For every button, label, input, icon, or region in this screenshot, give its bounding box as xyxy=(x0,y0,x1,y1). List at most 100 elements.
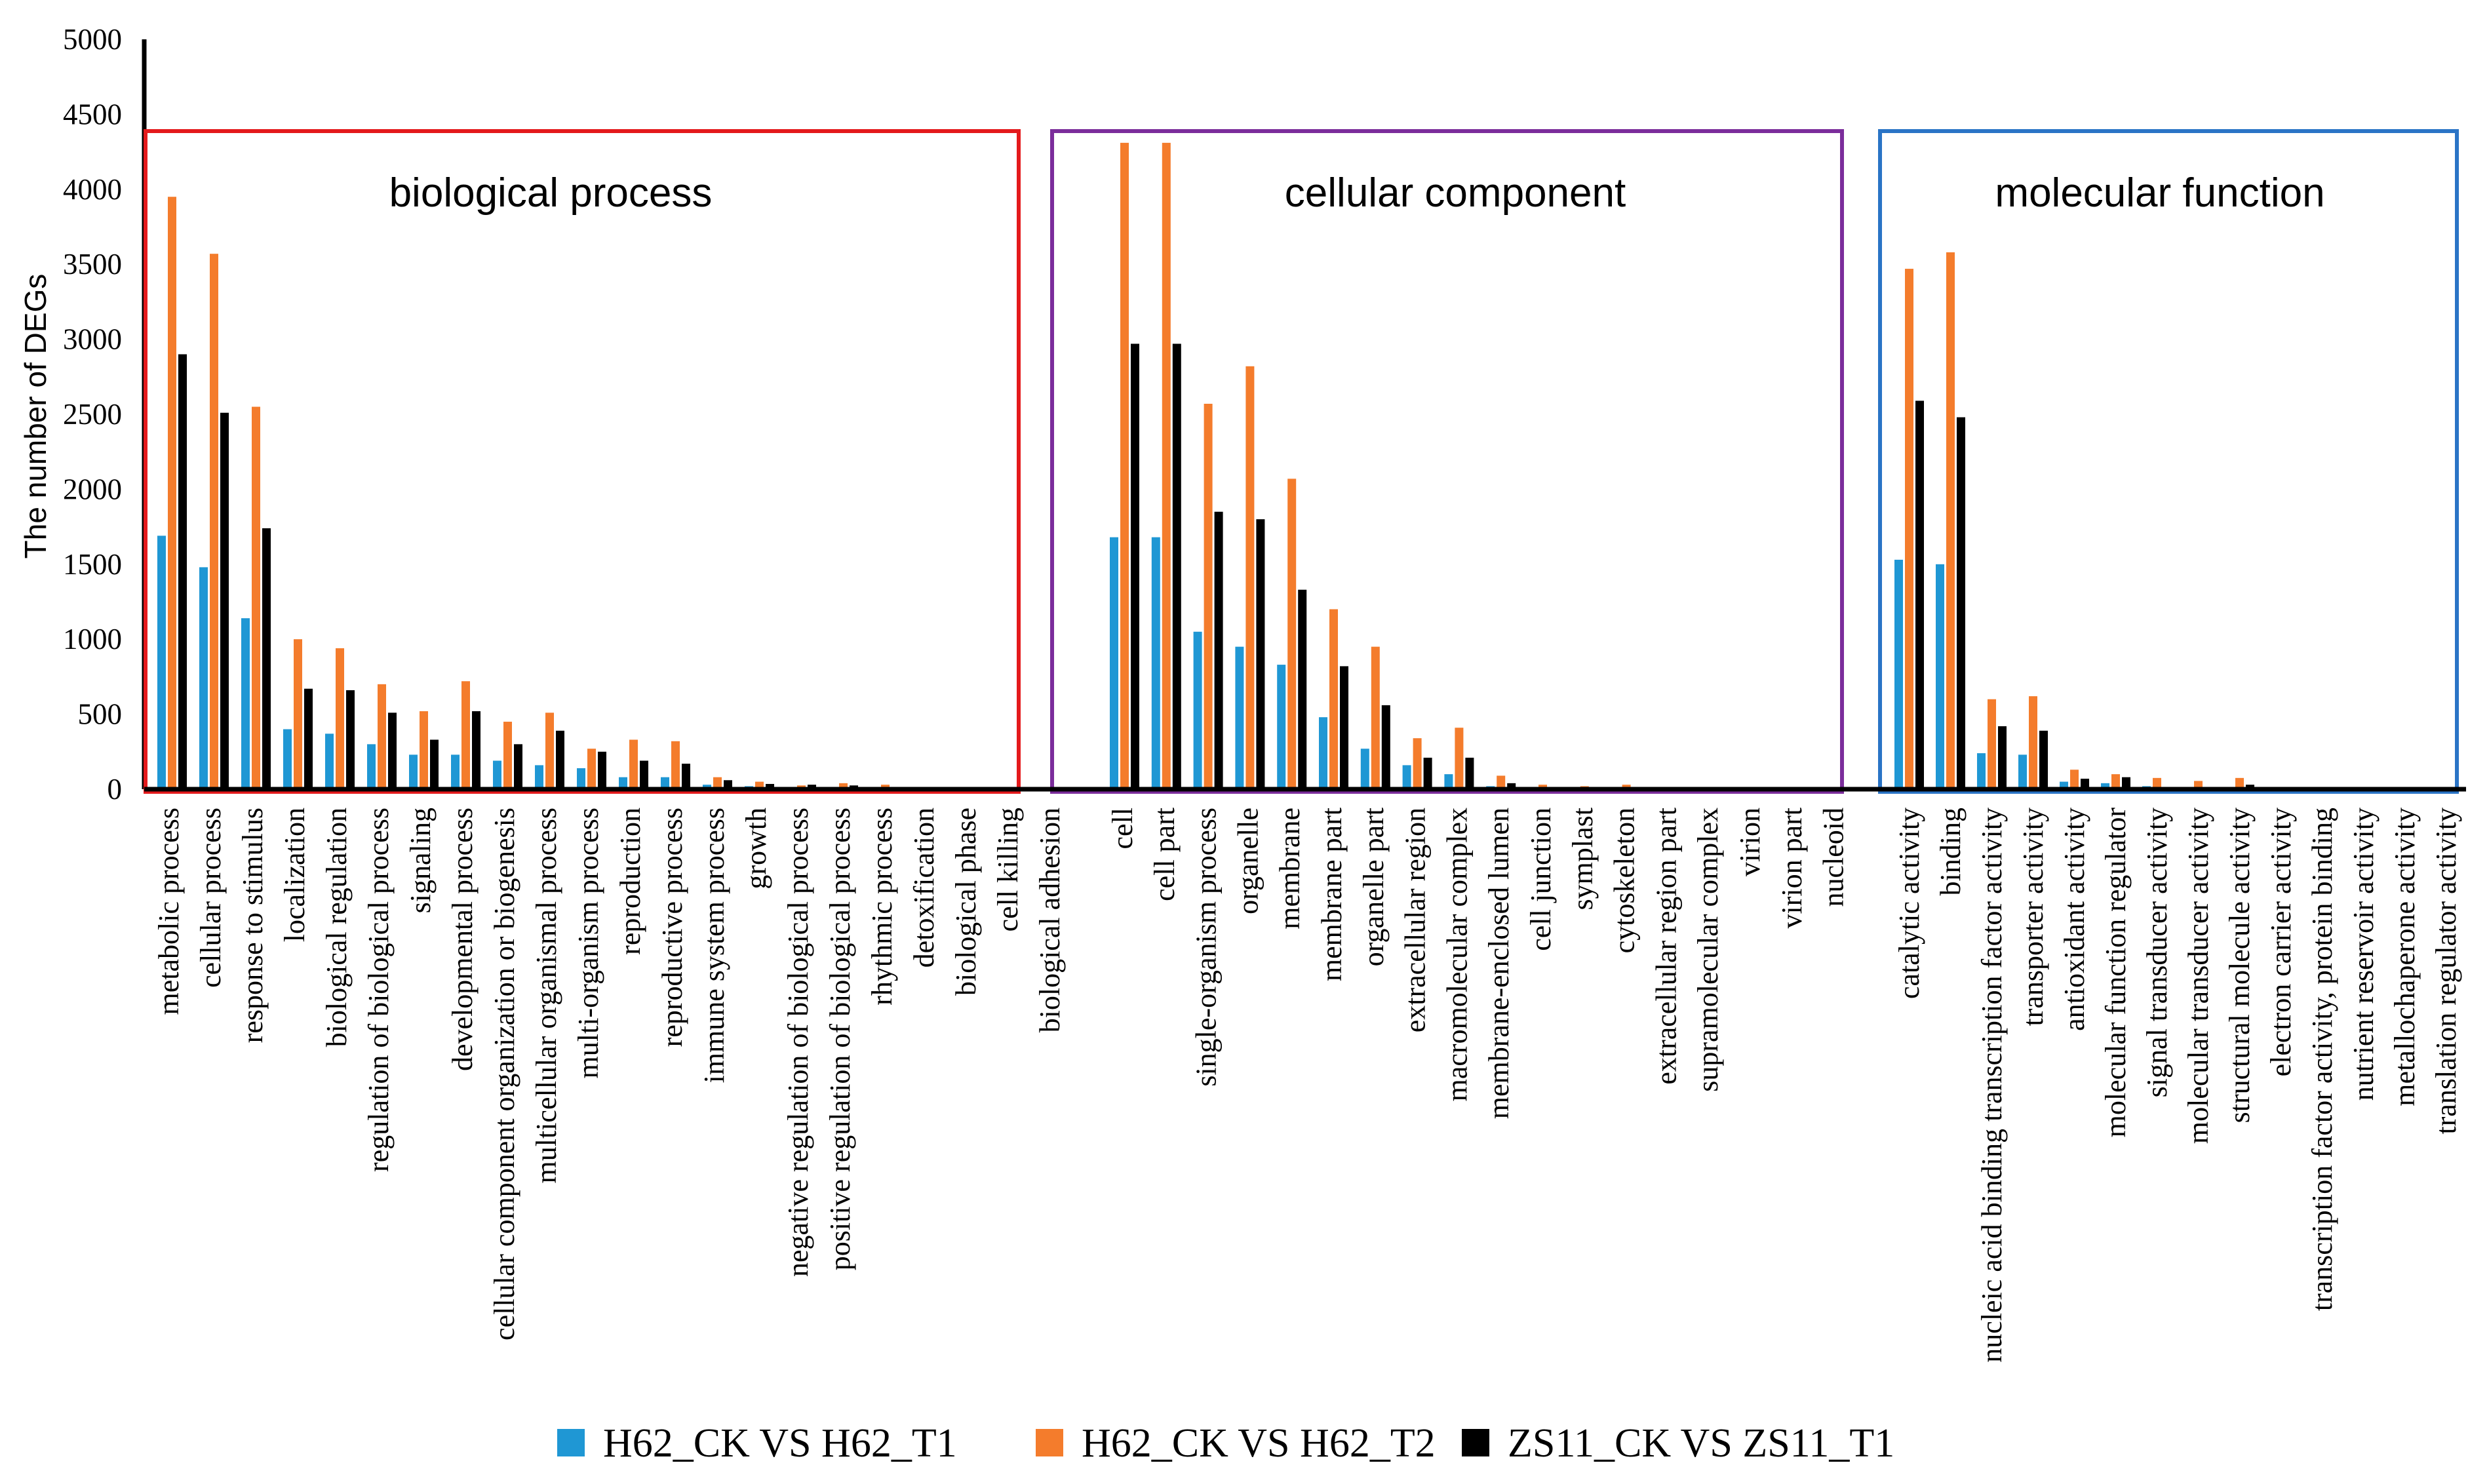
bar xyxy=(1340,666,1348,789)
bar xyxy=(252,406,260,789)
bars xyxy=(157,142,2461,790)
bar xyxy=(514,744,522,789)
legend-swatch xyxy=(1036,1429,1063,1456)
bar xyxy=(839,783,848,789)
bar xyxy=(535,765,543,789)
bar xyxy=(1936,564,1944,789)
y-tick-label: 5000 xyxy=(63,23,122,56)
category-label: growth xyxy=(740,808,772,889)
category-label: membrane part xyxy=(1316,808,1348,981)
bar xyxy=(2070,770,2079,789)
bar xyxy=(451,754,460,789)
bar xyxy=(2111,774,2120,789)
bar xyxy=(1894,559,1903,789)
category-label: multi-organism process xyxy=(572,808,604,1078)
bar xyxy=(2235,777,2244,789)
group-title: molecular function xyxy=(1995,170,2324,216)
bar xyxy=(1256,519,1265,789)
category-label: positive regulation of biological proces… xyxy=(824,808,856,1270)
category-label: biological adhesion xyxy=(1034,808,1066,1032)
category-label: transporter activity xyxy=(2017,808,2049,1026)
category-label: cytoskeleton xyxy=(1609,808,1641,953)
category-label: cellular component organization or bioge… xyxy=(488,808,520,1340)
bar xyxy=(1193,631,1202,789)
group-title: biological process xyxy=(389,170,713,216)
bar xyxy=(178,354,187,789)
bar xyxy=(1988,699,1996,789)
category-label: membrane xyxy=(1274,808,1306,929)
bar xyxy=(1298,589,1307,789)
bar xyxy=(367,744,376,789)
category-label: metallochaperone activity xyxy=(2389,808,2421,1106)
legend-label: ZS11_CK VS ZS11_T1 xyxy=(1508,1421,1894,1466)
category-label: cell part xyxy=(1148,808,1181,901)
bar xyxy=(755,781,764,789)
y-tick-label: 3000 xyxy=(63,323,122,356)
category-label: molecular function regulator xyxy=(2100,808,2132,1138)
category-label: regulation of biological process xyxy=(363,808,395,1172)
bar xyxy=(1277,665,1286,789)
bar xyxy=(378,684,386,789)
bar xyxy=(1235,646,1244,789)
bar xyxy=(220,412,229,789)
category-label: multicellular organismal process xyxy=(530,808,562,1183)
bar xyxy=(241,618,250,789)
bar xyxy=(1998,726,2007,789)
bar xyxy=(168,197,176,789)
bar xyxy=(2101,783,2109,789)
bar xyxy=(325,733,334,789)
y-tick-label: 2000 xyxy=(63,473,122,505)
bar xyxy=(2039,730,2048,789)
bar xyxy=(1172,343,1181,789)
bar xyxy=(1413,738,1422,789)
bar xyxy=(545,713,554,789)
category-label: cell xyxy=(1107,808,1139,849)
category-label: virion part xyxy=(1776,808,1808,929)
category-label: supramolecular complex xyxy=(1692,808,1724,1092)
bar xyxy=(661,777,669,789)
bar xyxy=(409,754,418,789)
category-label: signaling xyxy=(404,808,437,913)
bar xyxy=(1371,646,1380,789)
bar xyxy=(420,711,428,789)
category-label: cell killing xyxy=(992,808,1024,931)
bar xyxy=(587,749,596,789)
category-label: molecular transducer activity xyxy=(2182,808,2214,1144)
bar xyxy=(1946,252,1955,789)
bar xyxy=(199,567,208,789)
category-label: cell junction xyxy=(1525,808,1557,951)
bar xyxy=(1110,537,1118,789)
category-label: extracellular region xyxy=(1400,808,1432,1032)
bar xyxy=(682,764,690,789)
category-label: organelle part xyxy=(1358,808,1390,966)
y-axis: 0 500 1000 1500 2000 2500 3000 3500 4000 4500 5000 xyxy=(63,23,147,806)
category-label: membrane-enclosed lumen xyxy=(1483,808,1515,1119)
bar xyxy=(1329,609,1338,789)
group-frame-cellular-component xyxy=(1050,129,1844,794)
category-label: single-organism process xyxy=(1190,808,1223,1087)
bar xyxy=(598,751,606,789)
bar xyxy=(472,711,480,789)
category-label: localization xyxy=(279,808,311,942)
y-tick-label: 4000 xyxy=(63,173,122,206)
category-label: virion xyxy=(1734,808,1766,876)
x-axis-labels: metabolic process cellular process respons… xyxy=(153,808,2462,1363)
bar xyxy=(493,760,501,789)
legend-label: H62_CK VS H62_T1 xyxy=(603,1421,957,1466)
category-label: translation regulator activity xyxy=(2430,808,2462,1135)
bar xyxy=(640,760,648,789)
bar xyxy=(1204,403,1213,789)
bar xyxy=(1957,417,1965,789)
bar xyxy=(1497,775,1506,789)
bar xyxy=(1131,343,1139,789)
category-label: structural molecule activity xyxy=(2224,808,2256,1123)
bar xyxy=(713,777,722,789)
category-label: antioxidant activity xyxy=(2058,808,2090,1031)
legend-label: H62_CK VS H62_T2 xyxy=(1082,1421,1436,1466)
category-label: electron carrier activity xyxy=(2265,808,2297,1076)
bar xyxy=(346,690,355,789)
bar xyxy=(210,254,218,790)
category-label: immune system process xyxy=(698,808,730,1083)
bar xyxy=(1245,366,1255,789)
